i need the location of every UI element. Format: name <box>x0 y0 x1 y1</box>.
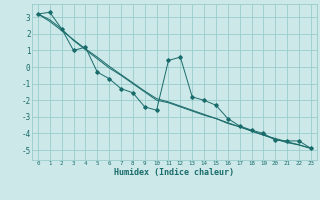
X-axis label: Humidex (Indice chaleur): Humidex (Indice chaleur) <box>115 168 234 177</box>
